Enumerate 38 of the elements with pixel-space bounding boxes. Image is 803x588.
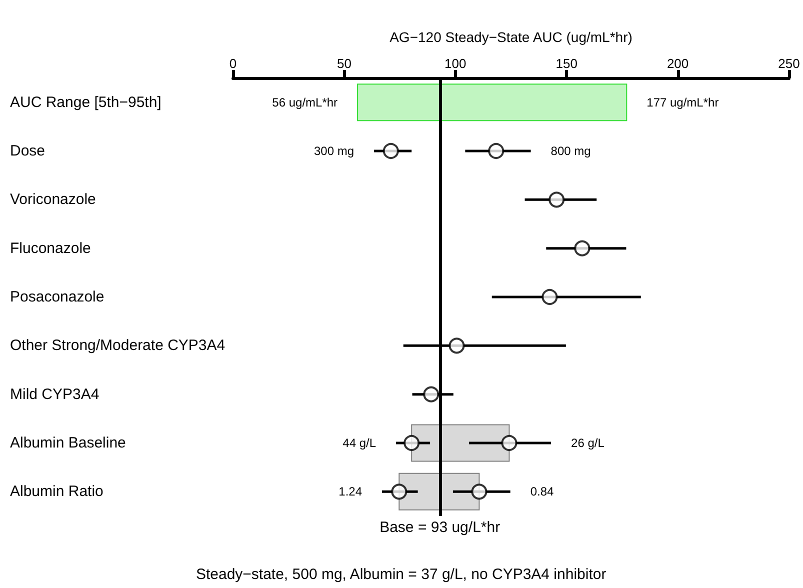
text: Steady−state, 500 mg, Albumin = 37 g/L, no CYP3A4 inhibitor [196, 566, 606, 583]
annotation: 300 mg [314, 144, 354, 158]
y-tick-label: Albumin Baseline [10, 434, 126, 452]
x-tick-label: 0 [229, 56, 237, 71]
annotation: 44 g/L [342, 436, 376, 450]
ref-line-label: Base = 93 ug/L*hr [380, 519, 500, 536]
x-tick-label: 50 [336, 56, 352, 71]
x-tick-label: 150 [556, 56, 578, 71]
point [574, 240, 590, 256]
point [488, 143, 504, 159]
annotation: 56 ug/mL*hr [272, 95, 338, 110]
point [542, 289, 558, 305]
bar [357, 84, 628, 122]
point [391, 484, 408, 500]
point [501, 435, 518, 451]
y-tick-label: Mild CYP3A4 [10, 386, 100, 403]
y-tick-label: Other Strong/Moderate CYP3A4 [10, 337, 226, 354]
point [548, 192, 565, 208]
y-tick-label: Dose [10, 142, 46, 160]
y-tick-label: Voriconazole [10, 191, 96, 208]
x-tick-label: 250 [778, 56, 800, 71]
y-tick-label: AUC Range [5th−95th] [10, 94, 162, 111]
point [423, 386, 440, 402]
point [382, 143, 399, 159]
annotation: 177 ug/mL*hr [646, 95, 719, 110]
annotation: 26 g/L [571, 436, 605, 450]
y-tick-label: Fluconazole [10, 240, 91, 257]
point [471, 484, 488, 500]
annotation: 800 mg [550, 144, 591, 158]
point [448, 338, 465, 354]
y-tick-label: Albumin Ratio [10, 483, 104, 500]
x-axis-title: AG−120 Steady−State AUC (ug/mL*hr) [390, 29, 632, 45]
point [404, 435, 420, 451]
annotation: 1.24 [338, 484, 362, 499]
annotation: 0.84 [530, 484, 554, 499]
x-tick-label: 100 [444, 56, 466, 71]
y-tick-label: Posaconazole [10, 288, 104, 306]
x-tick-label: 200 [666, 56, 689, 71]
